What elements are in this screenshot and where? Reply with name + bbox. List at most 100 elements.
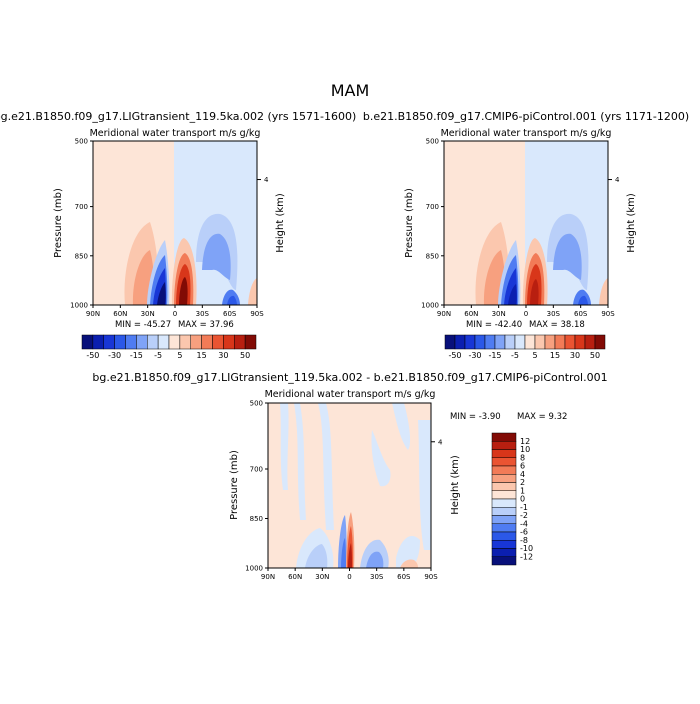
- colorbar-label: 5: [177, 351, 182, 360]
- field-mid-negative-band: [294, 403, 306, 520]
- colorbar-swatch: [125, 334, 137, 350]
- colorbar-swatch: [454, 334, 466, 350]
- x-tick-label: 60S: [223, 310, 237, 318]
- panel-diff-ylabel-right: Height (km): [450, 455, 461, 515]
- y-tick-label: 500: [250, 400, 263, 408]
- colorbar-swatch: [474, 334, 486, 350]
- x-tick-label: 30S: [547, 310, 561, 318]
- colorbar-swatch: [234, 334, 246, 350]
- colorbar-label: 10: [520, 445, 530, 454]
- panel-diff-ylabel: Pressure (mb): [229, 450, 240, 520]
- panel-diff-min: MIN = -3.90: [450, 412, 501, 422]
- panel-right-colorbar: -50 -30 -15 -5 5 15 30 50: [444, 334, 606, 360]
- colorbar-swatch: [554, 334, 566, 350]
- colorbar-swatch: [491, 556, 517, 566]
- colorbar-label: 30: [218, 351, 228, 360]
- colorbar-label: -12: [520, 552, 533, 561]
- colorbar-swatch: [212, 334, 224, 350]
- field-equatorial-positive-core: [348, 543, 352, 568]
- colorbar-swatch: [244, 334, 257, 350]
- colorbar-label: -15: [130, 351, 143, 360]
- colorbar-swatch: [157, 334, 170, 350]
- field-sh-edge-positive: [400, 559, 418, 568]
- panel-right-field: [444, 141, 608, 305]
- field-sh-surface-low-inner: [578, 295, 588, 305]
- colorbar-swatch: [223, 334, 235, 350]
- field-sh-mid-negative: [371, 430, 391, 487]
- field-southward-core-4: [508, 284, 517, 305]
- colorbar-label: 6: [520, 462, 525, 471]
- field-sh-upper-negative: [392, 403, 411, 450]
- colorbar-swatch: [491, 474, 517, 483]
- colorbar-label: 2: [520, 478, 525, 487]
- panel-diff-max: MAX = 9.32: [517, 412, 567, 422]
- colorbar-swatch: [594, 334, 606, 350]
- field-sh-polar-edge: [599, 278, 608, 305]
- x-tick-label: 60S: [397, 573, 411, 581]
- colorbar-swatch: [491, 498, 517, 508]
- colorbar-label: 50: [240, 351, 250, 360]
- y-right-tick-label: 4: [615, 176, 620, 184]
- colorbar-swatch: [574, 334, 586, 350]
- colorbar-swatch: [190, 334, 202, 350]
- y-tick-label: 850: [250, 515, 263, 523]
- colorbar-swatch: [491, 523, 517, 533]
- colorbar-label: -2: [520, 511, 528, 520]
- panel-right-max: MAX = 38.18: [529, 320, 585, 330]
- x-tick-label: 90N: [437, 310, 451, 318]
- x-tick-label: 90N: [261, 573, 275, 581]
- colorbar-swatch: [491, 449, 517, 458]
- panel-diff: bg.e21.B1850.f09_g17.LIGtransient_119.5k…: [92, 371, 607, 581]
- colorbar-swatch: [168, 334, 181, 350]
- colorbar-label: 12: [520, 437, 530, 446]
- x-tick-label: 60N: [464, 310, 478, 318]
- colorbar-swatch: [494, 334, 506, 350]
- colorbar-swatch: [491, 548, 517, 557]
- colorbar-swatch: [179, 334, 191, 350]
- colorbar-swatch: [504, 334, 516, 350]
- panel-left-max: MAX = 37.96: [178, 320, 234, 330]
- panel-diff-title: bg.e21.B1850.f09_g17.LIGtransient_119.5k…: [92, 371, 607, 384]
- x-tick-label: 30N: [141, 310, 155, 318]
- colorbar-swatch: [484, 334, 496, 350]
- y-tick-label: 1000: [70, 302, 88, 310]
- field-sh-negative-plume-inner: [553, 233, 582, 280]
- colorbar-swatch: [564, 334, 576, 350]
- colorbar-swatch: [103, 334, 115, 350]
- x-tick-label: 0: [524, 310, 528, 318]
- colorbar-label: 50: [590, 351, 600, 360]
- panel-right-title: b.e21.B1850.f09_g17.CMIP6-piControl.001 …: [363, 110, 689, 123]
- panel-left-axes: 90N 60N 30N 0 30S 60S 90S 500 700 850 1000 4: [70, 138, 269, 319]
- x-tick-label: 30N: [492, 310, 506, 318]
- colorbar-swatch: [491, 507, 517, 516]
- colorbar-swatch: [464, 334, 476, 350]
- field-northward-core-4: [179, 277, 188, 305]
- panel-right-min: MIN = -42.40: [466, 320, 522, 330]
- colorbar-label: -30: [468, 351, 481, 360]
- panel-left-colorbar: -50 -30 -15 -5 5 15 30 50: [81, 334, 257, 360]
- panel-left: bg.e21.B1850.f09_g17.LIGtransient_119.5k…: [0, 110, 356, 360]
- x-tick-label: 60S: [574, 310, 588, 318]
- colorbar-label: -30: [108, 351, 121, 360]
- colorbar-label: 15: [197, 351, 207, 360]
- colorbar-swatch: [147, 334, 159, 350]
- colorbar-swatch: [524, 334, 536, 350]
- panel-left-field: [93, 141, 257, 305]
- colorbar-label: 5: [532, 351, 537, 360]
- colorbar-swatch: [491, 441, 517, 450]
- x-tick-label: 30S: [196, 310, 210, 318]
- panel-left-title: bg.e21.B1850.f09_g17.LIGtransient_119.5k…: [0, 110, 356, 123]
- colorbar-label: 30: [570, 351, 580, 360]
- panel-diff-axes: 90N 60N 30N 0 30S 60S 90S 500 700 850 1000 4: [245, 400, 443, 582]
- y-tick-label: 1000: [421, 302, 439, 310]
- colorbar-swatch: [491, 490, 517, 500]
- colorbar-label: 1: [520, 486, 525, 495]
- colorbar-label: 0: [520, 495, 525, 504]
- panel-right: b.e21.B1850.f09_g17.CMIP6-piControl.001 …: [363, 110, 689, 360]
- x-tick-label: 90N: [86, 310, 100, 318]
- colorbar-swatch: [534, 334, 546, 350]
- colorbar-label: -50: [448, 351, 461, 360]
- field-sh-polar-edge: [248, 278, 257, 305]
